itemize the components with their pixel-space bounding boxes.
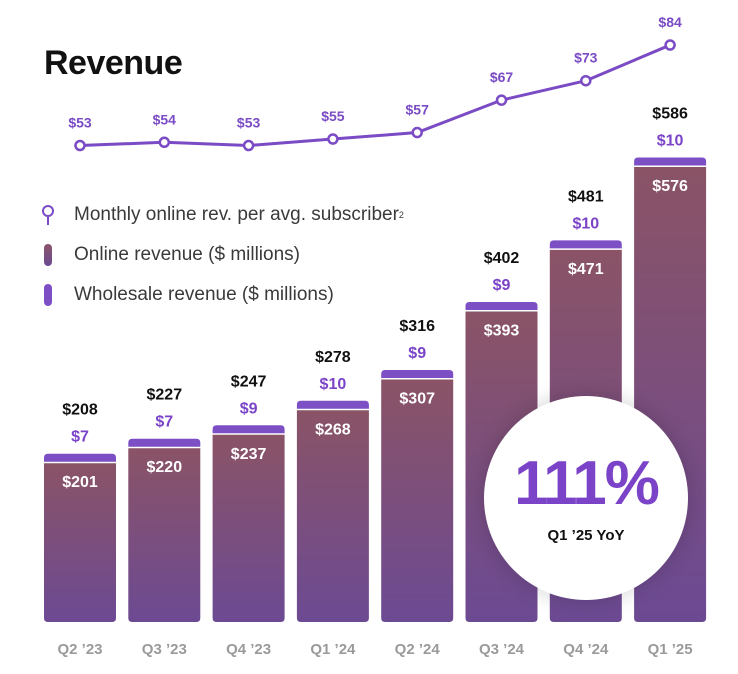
wholesale-bar xyxy=(634,157,707,166)
wholesale-swatch-icon xyxy=(38,284,58,306)
total-value-label: $586 xyxy=(652,105,688,122)
wholesale-bar xyxy=(381,369,454,378)
subscriber-value-label: $53 xyxy=(68,115,92,131)
x-tick-label: Q3 ’24 xyxy=(479,641,525,658)
wholesale-bar xyxy=(212,425,285,434)
wholesale-value-label: $9 xyxy=(240,400,258,417)
subscriber-point xyxy=(664,39,676,51)
legend-wholesale-label: Wholesale revenue ($ millions) xyxy=(74,284,334,305)
subscriber-point xyxy=(495,94,508,106)
yoy-badge-label: Q1 ’25 YoY xyxy=(547,526,625,544)
wholesale-bar xyxy=(128,438,201,447)
legend-line-label: Monthly online rev. per avg. subscriber xyxy=(74,204,399,225)
subscriber-value-label: $57 xyxy=(406,102,430,118)
labels-layer: $201 $7 $208 Q2 ’23 $220 $7 $227 Q3 ’23 $237 $9 $2… xyxy=(57,14,692,658)
online-bar xyxy=(212,434,285,622)
online-value-label: $576 xyxy=(652,178,688,195)
subscriber-point xyxy=(580,74,592,87)
wholesale-bar xyxy=(296,400,369,409)
total-value-label: $481 xyxy=(568,188,604,205)
subscriber-point xyxy=(327,133,339,145)
online-value-label: $393 xyxy=(484,323,520,340)
subscriber-point xyxy=(242,139,255,152)
subscriber-value-label: $67 xyxy=(490,69,514,85)
total-value-label: $278 xyxy=(315,349,351,366)
wholesale-value-label: $10 xyxy=(657,132,684,149)
x-tick-label: Q2 ’24 xyxy=(395,641,441,658)
subscriber-point xyxy=(411,126,423,139)
x-tick-label: Q3 ’23 xyxy=(142,641,187,658)
legend-item-line: Monthly online rev. per avg. subscriber 2 xyxy=(38,195,404,235)
chart-title: Revenue xyxy=(44,44,183,82)
wholesale-bar xyxy=(44,453,116,462)
legend-online-label: Online revenue ($ millions) xyxy=(74,244,300,265)
subscriber-value-label: $73 xyxy=(574,50,598,66)
subscriber-value-label: $54 xyxy=(153,111,177,127)
total-value-label: $208 xyxy=(62,402,98,419)
wholesale-value-label: $7 xyxy=(155,414,173,431)
subscriber-line xyxy=(79,43,671,147)
subscriber-point xyxy=(158,136,171,149)
online-value-label: $201 xyxy=(62,474,98,491)
wholesale-bar xyxy=(549,240,622,249)
online-bar xyxy=(381,379,454,622)
subscriber-value-label: $53 xyxy=(237,115,261,131)
online-bar xyxy=(44,463,116,622)
legend: Monthly online rev. per avg. subscriber 2… xyxy=(38,195,404,315)
x-tick-label: Q1 ’24 xyxy=(310,641,356,658)
online-value-label: $307 xyxy=(399,390,435,407)
total-value-label: $247 xyxy=(231,373,267,390)
online-value-label: $237 xyxy=(231,446,267,463)
wholesale-value-label: $10 xyxy=(320,376,347,393)
subscriber-line-layer xyxy=(74,39,676,152)
online-swatch-icon xyxy=(38,244,58,266)
legend-footnote: 2 xyxy=(398,210,404,220)
wholesale-bar xyxy=(465,302,538,311)
online-bar xyxy=(296,410,369,622)
line-marker-icon xyxy=(38,205,58,225)
yoy-badge-value: 111% xyxy=(514,448,660,518)
legend-item-online: Online revenue ($ millions) xyxy=(38,235,404,275)
online-value-label: $471 xyxy=(568,261,604,278)
x-tick-label: Q4 ’23 xyxy=(226,641,271,658)
total-value-label: $316 xyxy=(399,318,435,335)
x-tick-label: Q1 ’25 xyxy=(648,641,693,658)
total-value-label: $402 xyxy=(484,250,520,267)
yoy-badge: 111% Q1 ’25 YoY xyxy=(484,396,688,600)
subscriber-value-label: $84 xyxy=(658,14,682,30)
total-value-label: $227 xyxy=(147,387,183,404)
wholesale-value-label: $7 xyxy=(71,429,89,446)
wholesale-value-label: $9 xyxy=(493,277,511,294)
online-value-label: $268 xyxy=(315,421,351,438)
subscriber-value-label: $55 xyxy=(321,108,345,124)
online-bar xyxy=(128,448,201,622)
subscriber-point xyxy=(74,139,86,152)
x-tick-label: Q4 ’24 xyxy=(563,641,609,658)
x-tick-label: Q2 ’23 xyxy=(57,641,102,658)
wholesale-value-label: $10 xyxy=(572,215,599,232)
online-value-label: $220 xyxy=(147,459,183,476)
wholesale-value-label: $9 xyxy=(408,345,426,362)
legend-item-wholesale: Wholesale revenue ($ millions) xyxy=(38,275,404,315)
